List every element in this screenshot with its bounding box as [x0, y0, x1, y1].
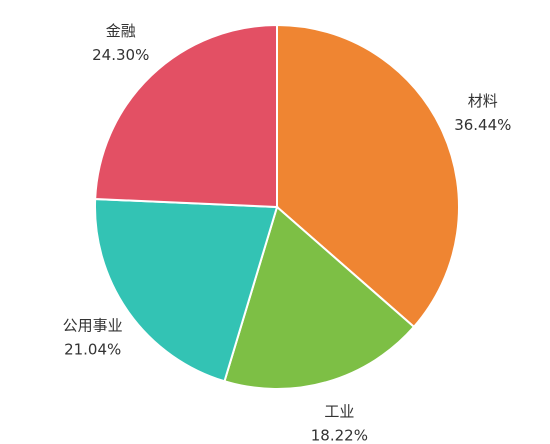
slice-value-label: 21.04% [64, 340, 121, 358]
pie-slice [94, 197, 279, 383]
pie-slice [94, 23, 278, 209]
slice-label: 材料 [468, 92, 498, 110]
slice-label: 公用事业 [63, 316, 123, 334]
pie-slice [276, 23, 460, 329]
slice-value-label: 18.22% [311, 427, 368, 444]
slice-value-label: 24.30% [92, 46, 149, 64]
pie-slice [223, 205, 416, 390]
slice-value-label: 36.44% [454, 116, 511, 134]
slice-label: 金融 [106, 22, 136, 40]
slice-label: 工业 [324, 403, 354, 421]
